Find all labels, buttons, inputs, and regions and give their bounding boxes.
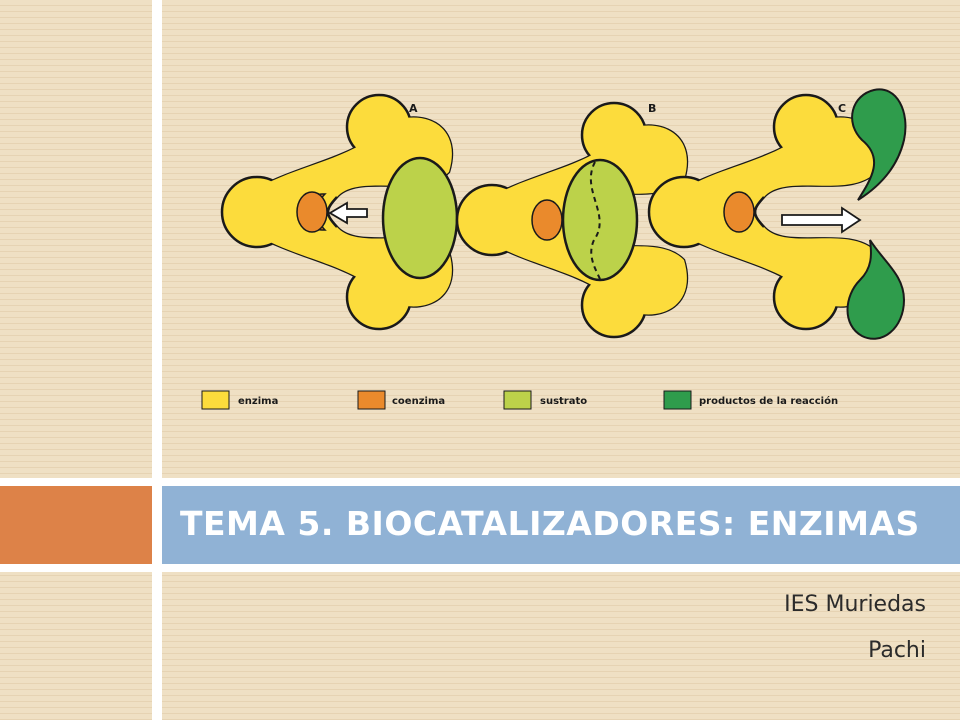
title-bar <box>162 486 960 564</box>
panel-label-c: C <box>838 102 846 115</box>
accent-box <box>0 486 152 564</box>
school-name: IES Muriedas <box>784 592 926 617</box>
horizontal-divider-bottom <box>0 564 960 572</box>
panel-b: B <box>455 101 689 339</box>
vertical-divider <box>152 0 162 720</box>
legend: enzima coenzima sustrato productos de la… <box>201 390 838 410</box>
panel-label-b: B <box>648 102 656 115</box>
legend-label-coenzima: coenzima <box>392 396 445 407</box>
slide-title: TEMA 5. BIOCATALIZADORES: ENZIMAS <box>180 504 920 543</box>
author-name: Pachi <box>868 638 926 663</box>
legend-label-enzima: enzima <box>238 396 278 407</box>
panel-c: C <box>647 88 907 340</box>
legend-swatch-enzima <box>201 390 230 410</box>
product-shape-top <box>851 88 907 201</box>
arrow-left-icon <box>328 201 368 225</box>
legend-swatch-productos <box>663 390 692 410</box>
panel-label-a: A <box>409 102 418 115</box>
arrow-right-icon <box>781 206 862 234</box>
legend-label-productos: productos de la reacción <box>699 395 838 407</box>
enzyme-diagram: A B C enzima coenzima sustrato productos… <box>201 88 907 410</box>
panel-a: A <box>220 93 459 331</box>
legend-swatch-coenzima <box>357 390 386 410</box>
legend-swatch-sustrato <box>503 390 532 410</box>
bond-dashed-line <box>589 161 601 280</box>
horizontal-divider-top <box>0 478 960 486</box>
substrate-shape-a <box>381 156 459 280</box>
product-shape-bottom <box>846 239 906 340</box>
legend-label-sustrato: sustrato <box>540 396 587 407</box>
substrate-shape-b <box>561 158 639 282</box>
